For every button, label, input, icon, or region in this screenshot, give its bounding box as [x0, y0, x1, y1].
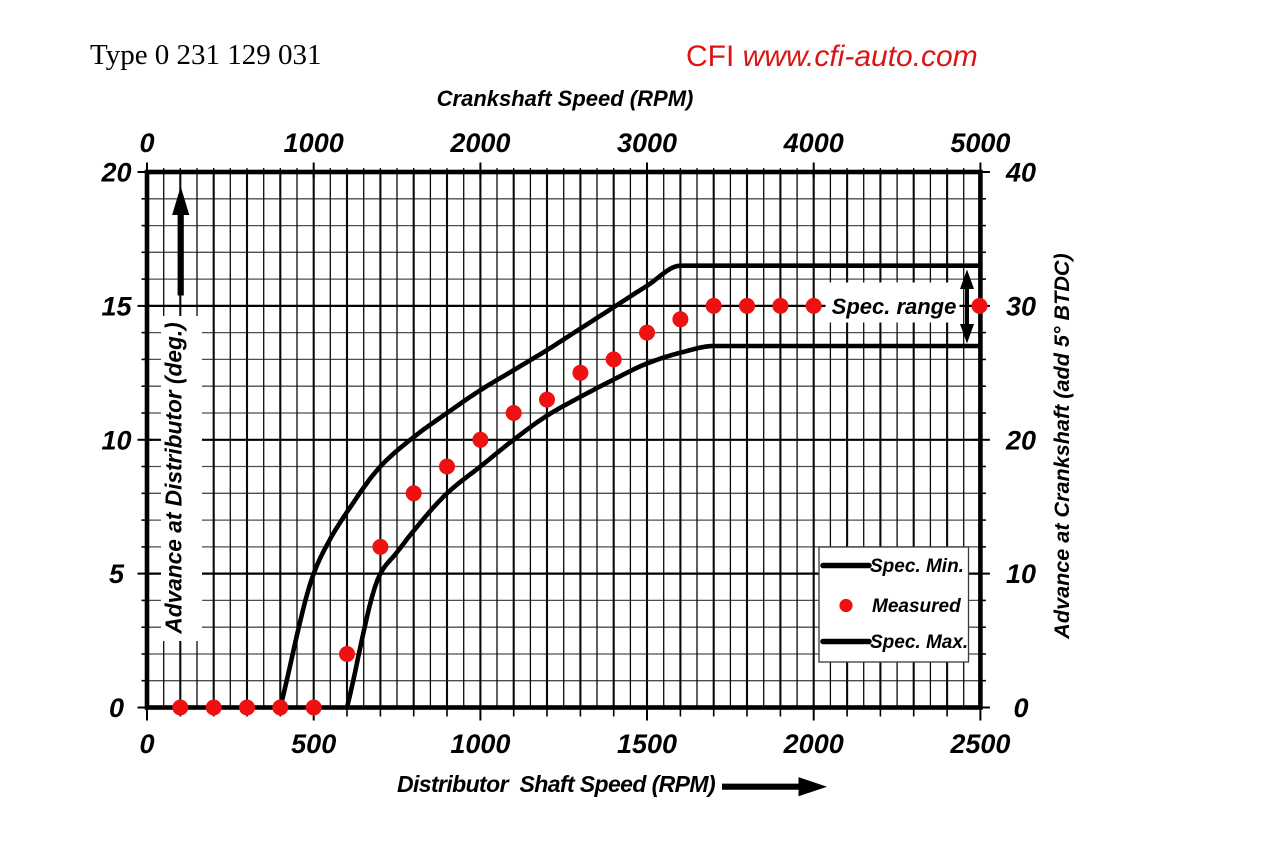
svg-text:500: 500	[291, 729, 336, 759]
svg-text:2000: 2000	[449, 128, 510, 158]
svg-text:5: 5	[109, 559, 125, 589]
svg-text:1000: 1000	[284, 128, 344, 158]
svg-text:Spec. range: Spec. range	[832, 294, 957, 319]
svg-text:10: 10	[1006, 559, 1036, 589]
svg-text:Measured: Measured	[872, 596, 961, 617]
svg-text:Crankshaft Speed (RPM): Crankshaft Speed (RPM)	[437, 86, 694, 111]
svg-text:Advance at Distributor (deg.): Advance at Distributor (deg.)	[161, 322, 187, 634]
svg-text:1500: 1500	[617, 729, 677, 759]
svg-text:2000: 2000	[783, 729, 844, 759]
svg-text:30: 30	[1006, 291, 1036, 321]
svg-text:5000: 5000	[950, 128, 1010, 158]
svg-text:CFI www.cfi-auto.com: CFI www.cfi-auto.com	[686, 40, 978, 73]
svg-text:20: 20	[1005, 425, 1036, 455]
svg-text:0: 0	[139, 128, 154, 158]
svg-text:Advance at Crankshaft (add 5°: Advance at Crankshaft (add 5° BTDC)	[1049, 253, 1074, 639]
svg-text:1000: 1000	[450, 729, 510, 759]
svg-text:2500: 2500	[949, 729, 1010, 759]
svg-text:0: 0	[109, 693, 124, 723]
svg-text:20: 20	[100, 158, 131, 188]
svg-text:10: 10	[101, 425, 131, 455]
svg-text:15: 15	[101, 291, 132, 321]
svg-text:Spec. Min.: Spec. Min.	[870, 556, 964, 577]
svg-text:4000: 4000	[783, 128, 844, 158]
svg-text:0: 0	[139, 729, 154, 759]
svg-text:3000: 3000	[617, 128, 677, 158]
svg-text:0: 0	[1013, 693, 1028, 723]
svg-text:Distributor Shaft Speed (RPM): Distributor Shaft Speed (RPM)	[397, 771, 715, 797]
svg-text:Type 0 231 129 031: Type 0 231 129 031	[90, 39, 322, 71]
svg-text:40: 40	[1005, 158, 1036, 188]
svg-text:Spec. Max.: Spec. Max.	[870, 632, 968, 653]
